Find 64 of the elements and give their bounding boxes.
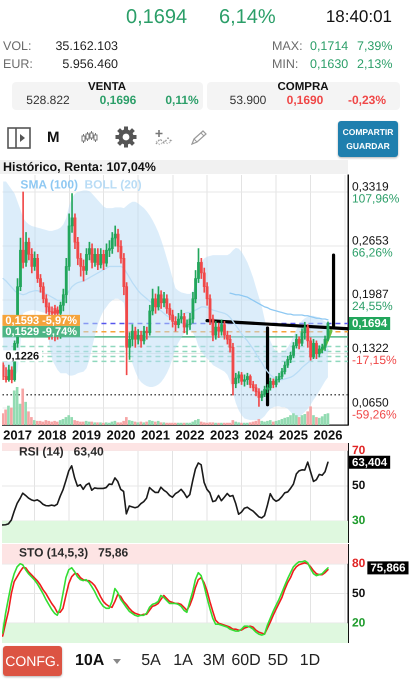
sell-quote-box: VENTA 528.822 0,1696 0,11% — [12, 82, 203, 110]
text: 60D — [231, 652, 261, 669]
y-tick-label: 0,1987 — [352, 287, 390, 302]
text: VOL: — [3, 39, 32, 53]
x-tick-label: 2017 — [3, 427, 32, 442]
y-tick-label: 30 — [352, 513, 366, 528]
text: 2,13% — [357, 57, 392, 71]
ref-line-label: 0,1226 — [5, 350, 40, 362]
x-tick-label: 2025 — [279, 427, 308, 442]
buy-quote-box: COMPRA 53.900 0,1690 -0,23% — [207, 82, 400, 110]
chart-subtitle: 63,40 — [74, 444, 104, 458]
text: 0,1630 — [310, 57, 348, 71]
y-tick-label: 70 — [352, 443, 366, 458]
config-button: CONFG. — [3, 646, 62, 676]
x-tick-label: 2021 — [141, 427, 170, 442]
text: BOLL (20) — [84, 177, 142, 192]
ref-line-label: 0,1529 -9,74% — [5, 326, 78, 338]
x-tick-label: 2024 — [244, 427, 274, 442]
text: 6,14% — [219, 6, 276, 28]
y-tick-label: 0,1322 — [352, 340, 390, 355]
y-tick-label: 0,3319 — [352, 179, 390, 194]
y2-tick-label: 24,55% — [352, 299, 394, 314]
annotation: 0,1694 — [352, 318, 388, 330]
chart-title: STO (14,5,3) — [19, 545, 88, 560]
y-tick-label: 50 — [352, 586, 366, 600]
x-tick-label: 2026 — [314, 427, 342, 442]
text: 75,866 — [370, 562, 406, 575]
text: EUR: — [3, 57, 33, 71]
y-tick-label: 80 — [352, 556, 366, 570]
text: 35.162.103 — [55, 39, 118, 53]
y2-tick-label: 66,26% — [352, 245, 394, 260]
y2-tick-label: 107,96% — [352, 191, 400, 206]
text: 1A — [173, 652, 193, 669]
chart-title: Histórico, Renta: 107,04% — [3, 160, 156, 174]
y-tick-label: 0,0650 — [352, 395, 390, 410]
x-tick-label: 2022 — [176, 427, 204, 442]
share-button: COMPARTIR GUARDAR — [338, 121, 398, 157]
x-tick-label: 2018 — [38, 427, 66, 442]
ref-line-label: 0,1593 -5,97% — [5, 314, 78, 327]
text: 1D — [300, 652, 320, 669]
x-tick-label: 2020 — [106, 427, 136, 442]
text: MIN: — [272, 57, 298, 71]
text: 0,1714 — [310, 39, 348, 53]
text: 3M — [202, 652, 226, 669]
text: SMA (100) — [20, 177, 78, 192]
y2-tick-label: -17,15% — [352, 352, 398, 367]
text: 10A — [75, 652, 104, 669]
y2-tick-label: -59,26% — [352, 407, 398, 422]
chart-subtitle: 75,86 — [98, 545, 128, 560]
text: 5A — [141, 652, 161, 669]
text: 5.956.460 — [62, 57, 118, 71]
text: 7,39% — [357, 39, 392, 53]
y-tick-label: 0,2653 — [352, 233, 390, 248]
text: M — [47, 129, 60, 146]
x-tick-label: 2019 — [72, 427, 101, 442]
y-tick-label: 50 — [352, 478, 366, 492]
y-tick-label: 20 — [352, 616, 366, 630]
text: 0,1694 — [126, 6, 188, 28]
text: 18:40:01 — [326, 7, 392, 26]
text: MAX: — [272, 39, 303, 53]
text: 63,404 — [352, 456, 388, 469]
text: 5D — [268, 652, 288, 669]
chart-title: RSI (14) — [19, 444, 64, 458]
x-tick-label: 2023 — [210, 427, 239, 442]
